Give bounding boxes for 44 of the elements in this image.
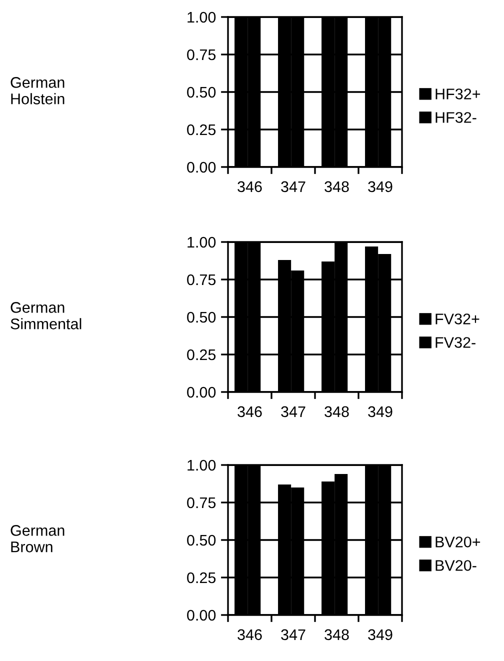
bar: [248, 465, 261, 615]
x-tick-label: 347: [281, 629, 306, 640]
y-tick-label: 1.00: [188, 460, 216, 471]
y-tick-label: 1.00: [188, 12, 216, 23]
y-tick-label: 0.75: [187, 274, 216, 286]
x-tick-label: 349: [368, 406, 392, 418]
y-tick-label: 0.25: [187, 124, 216, 136]
y-tick-label: 0.75: [187, 497, 216, 508]
y-axis-title: German Brown: [10, 525, 64, 552]
y-tick-label: 1.00: [188, 236, 216, 248]
x-tick-label: 346: [238, 629, 262, 640]
legend-label: BV20-: [436, 560, 476, 571]
bar: [248, 242, 261, 392]
y-tick-label: 0.50: [187, 312, 216, 323]
y-axis-title: German Holstein: [10, 77, 64, 104]
y-tick-label: 0.00: [187, 162, 216, 173]
x-tick-label: 347: [281, 181, 306, 192]
y-tick-label: 0.50: [187, 534, 216, 546]
y-tick-label: 0.25: [187, 572, 216, 584]
bar: [291, 270, 304, 392]
bar: [334, 474, 348, 615]
x-tick-label: 348: [324, 406, 349, 418]
legend-label: FV32-: [436, 337, 476, 348]
bar: [378, 465, 392, 615]
y-tick-label: 0.00: [187, 610, 216, 621]
y-tick-label: 0.50: [187, 86, 216, 98]
y-tick-label: 0.25: [187, 349, 216, 360]
y-tick-label: 0.75: [187, 49, 216, 60]
legend-label: BV20+: [436, 536, 480, 548]
x-tick-label: 346: [238, 406, 262, 418]
bar: [378, 254, 392, 392]
y-axis-title: German Simmental: [10, 302, 82, 330]
bar: [334, 242, 348, 392]
x-tick-label: 347: [281, 406, 306, 418]
x-tick-label: 348: [324, 629, 349, 640]
bar: [291, 488, 304, 615]
x-tick-label: 348: [324, 181, 349, 192]
x-tick-label: 349: [368, 629, 392, 640]
legend-label: HF32-: [436, 112, 476, 123]
legend-label: FV32+: [436, 314, 480, 324]
x-tick-label: 349: [368, 181, 392, 192]
legend-label: HF32+: [436, 88, 480, 100]
y-tick-label: 0.00: [187, 386, 216, 398]
x-tick-label: 346: [238, 181, 262, 192]
